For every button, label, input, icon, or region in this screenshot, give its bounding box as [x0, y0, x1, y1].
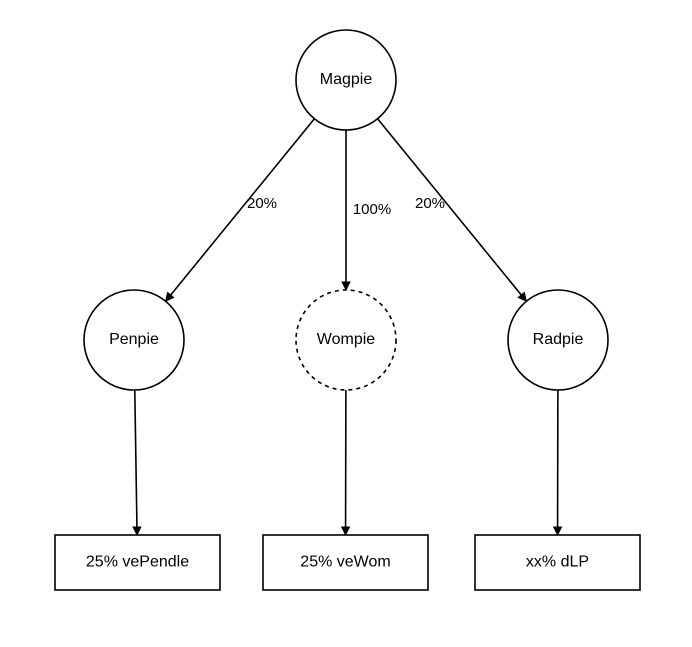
node-label-vewom: 25% veWom: [300, 554, 390, 571]
node-radpie: Radpie: [508, 290, 608, 390]
diagram-canvas: 20% 100% 20% Magpie Penpie Wompie Radpie 25% ve…: [0, 0, 692, 647]
node-label-penpie: Penpie: [109, 331, 159, 348]
edge-magpie-radpie: [378, 119, 527, 301]
edge-penpie-vependle: [135, 390, 137, 535]
node-penpie: Penpie: [84, 290, 184, 390]
node-label-radpie: Radpie: [533, 331, 584, 348]
node-magpie: Magpie: [296, 30, 396, 130]
node-label-vependle: 25% vePendle: [86, 554, 189, 571]
node-label-wompie: Wompie: [317, 331, 375, 348]
node-vewom: 25% veWom: [263, 535, 428, 590]
node-wompie: Wompie: [296, 290, 396, 390]
node-label-magpie: Magpie: [320, 71, 373, 88]
node-label-dlp: xx% dLP: [526, 554, 589, 571]
edge-label-magpie-radpie: 20%: [415, 195, 445, 212]
edge-label-magpie-wompie: 100%: [353, 201, 391, 218]
node-dlp: xx% dLP: [475, 535, 640, 590]
nodes-layer: Magpie Penpie Wompie Radpie 25% vePendle 25% …: [55, 30, 640, 590]
node-vependle: 25% vePendle: [55, 535, 220, 590]
edge-label-magpie-penpie: 20%: [247, 195, 277, 212]
edge-magpie-penpie: [166, 119, 315, 301]
